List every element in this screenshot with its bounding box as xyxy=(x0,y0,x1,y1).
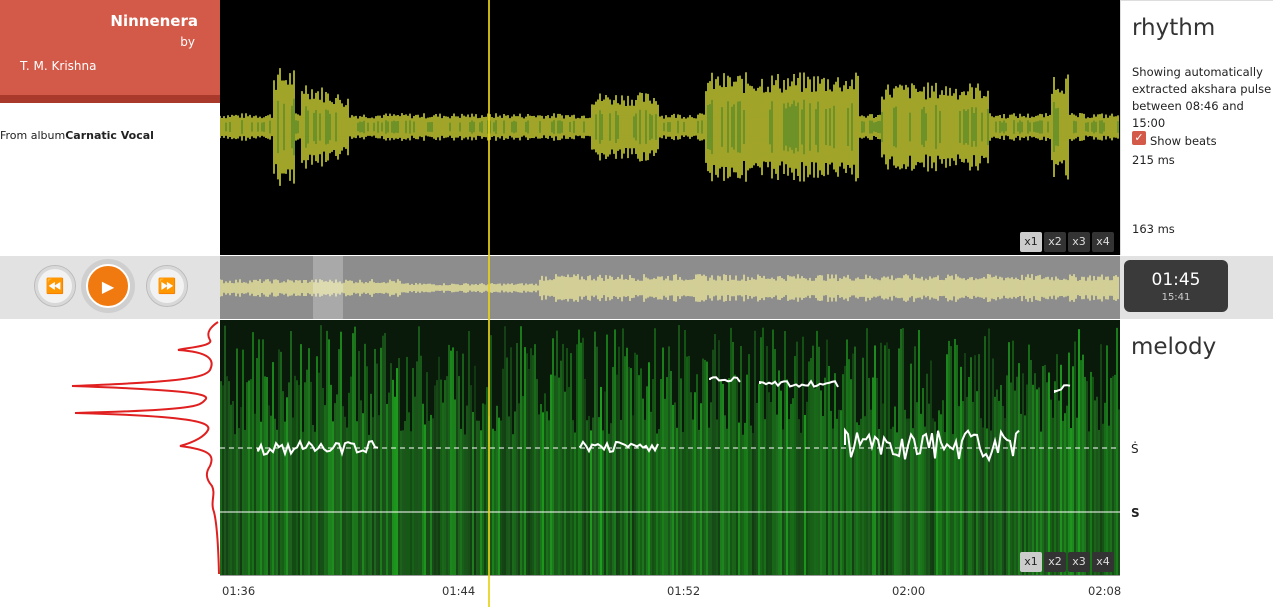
show-beats-label: Show beats xyxy=(1150,134,1217,148)
time-axis: 01:36 01:44 01:52 02:00 02:08 xyxy=(220,575,1122,608)
rhythm-value-high: 215 ms xyxy=(1132,153,1175,167)
melody-graphic xyxy=(220,325,1120,575)
waveform-path xyxy=(220,68,1119,186)
zoom-x3-button[interactable]: x3 xyxy=(1068,232,1090,252)
show-beats-toggle[interactable]: ✓ Show beats xyxy=(1132,131,1217,148)
play-button[interactable]: ▶ xyxy=(81,259,135,313)
melody-zoom-controls: x1 x2 x3 x4 xyxy=(1020,552,1114,572)
artist-name[interactable]: T. M. Krishna xyxy=(20,59,97,73)
overview-waveform[interactable] xyxy=(219,256,1120,319)
rewind-button[interactable]: ⏪ xyxy=(34,265,76,307)
melody-zoom-x1-button[interactable]: x1 xyxy=(1020,552,1042,572)
time-tick: 02:00 xyxy=(892,584,926,598)
rhythm-panel: rhythm Showing automatically extracted a… xyxy=(1120,0,1273,255)
waveform-highlight-path xyxy=(225,98,1119,156)
rewind-icon: ⏪ xyxy=(45,277,65,295)
current-time: 01:45 xyxy=(1151,270,1201,290)
rhythm-description: Showing automatically extracted akshara … xyxy=(1132,65,1272,130)
zoom-x2-button[interactable]: x2 xyxy=(1044,232,1066,252)
rhythm-title: rhythm xyxy=(1132,15,1216,41)
overview-graphic xyxy=(219,256,1119,319)
player-controls: ⏪ ▶ ⏩ xyxy=(0,256,220,319)
melody-zoom-x3-button[interactable]: x3 xyxy=(1068,552,1090,572)
album-line: From albumCarnatic Vocal xyxy=(0,129,154,142)
pitch-contour xyxy=(257,376,1071,463)
waveform-zoom-controls: x1 x2 x3 x4 xyxy=(1020,232,1114,252)
melody-panel: melody Ṡ S xyxy=(1120,320,1273,575)
time-tick: 01:52 xyxy=(667,584,701,598)
track-info-header: Ninnenera by T. M. Krishna xyxy=(0,0,220,103)
histogram-curve xyxy=(71,321,220,575)
svara-lower-label: S xyxy=(1131,506,1140,520)
overview-viewport[interactable] xyxy=(313,256,343,319)
melody-zoom-x4-button[interactable]: x4 xyxy=(1092,552,1114,572)
header-divider xyxy=(0,95,220,103)
playhead-cursor[interactable] xyxy=(488,0,490,607)
melody-zoom-x2-button[interactable]: x2 xyxy=(1044,552,1066,572)
zoom-x1-button[interactable]: x1 xyxy=(1020,232,1042,252)
svara-upper-label: Ṡ xyxy=(1131,442,1139,456)
by-label: by xyxy=(180,35,195,49)
zoom-x4-button[interactable]: x4 xyxy=(1092,232,1114,252)
time-display: 01:45 15:41 xyxy=(1124,260,1228,312)
time-tick: 01:36 xyxy=(222,584,256,598)
rhythm-value-low: 163 ms xyxy=(1132,222,1175,236)
album-prefix: From album xyxy=(0,129,66,142)
fast-forward-button[interactable]: ⏩ xyxy=(146,265,188,307)
fast-forward-icon: ⏩ xyxy=(157,277,177,295)
rhythm-waveform[interactable] xyxy=(220,0,1120,255)
checkbox-check-icon[interactable]: ✓ xyxy=(1132,131,1146,145)
melody-pitch-view[interactable] xyxy=(220,320,1120,575)
time-tick: 01:44 xyxy=(442,584,476,598)
play-icon: ▶ xyxy=(101,276,115,296)
time-display-area: 01:45 15:41 xyxy=(1120,256,1273,319)
waveform-graphic xyxy=(220,68,1119,186)
total-time: 15:41 xyxy=(1161,292,1191,303)
time-tick: 02:08 xyxy=(1088,584,1122,598)
pitch-histogram-graphic xyxy=(71,321,220,575)
track-title: Ninnenera xyxy=(110,12,198,30)
pitch-histogram xyxy=(0,320,220,575)
album-name[interactable]: Carnatic Vocal xyxy=(65,129,154,142)
overview-waveform-path xyxy=(219,274,1119,302)
melody-title: melody xyxy=(1131,334,1217,360)
spectrogram xyxy=(220,325,1120,575)
